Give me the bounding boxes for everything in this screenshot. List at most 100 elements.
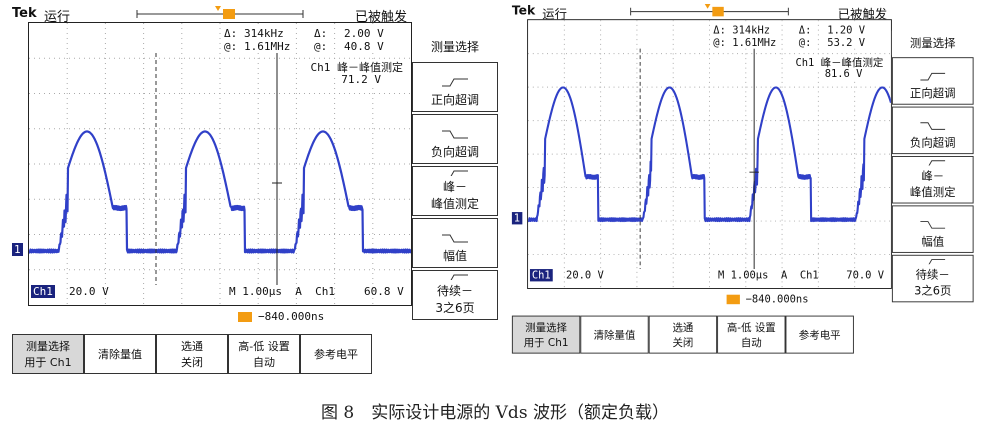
trigger-state: 已被触发 [355, 10, 408, 25]
horizontal-offset: −840.000ns [258, 310, 325, 323]
record-window [712, 6, 724, 17]
cursor-readout: @: [224, 40, 238, 53]
menu-icon [920, 221, 946, 229]
screen: Δ: 314kHz Δ: 1.20 V @: 1.61MHz @: 53.2 V Ch1 峰－峰… [527, 19, 892, 289]
brand: Tek [12, 6, 37, 21]
button-text: 高-低 设置 [238, 340, 290, 353]
menu-text: 负向超调 [909, 136, 956, 150]
cursor-readout: 2.00 V [344, 27, 384, 40]
menu-icon [450, 274, 468, 280]
cursor-readout: @: [314, 40, 328, 53]
menu-glyph [920, 122, 946, 130]
run-status: 运行 [44, 10, 71, 25]
menu-text: 3之6页 [435, 301, 475, 315]
bottom-button[interactable]: 清除量值 [580, 315, 649, 354]
trigger-arrow [704, 4, 711, 9]
channel-label: Ch1 [31, 285, 55, 298]
cursor-readout: 1.20 V [827, 23, 866, 37]
menu-icon [442, 78, 468, 87]
cursor-readout: 1.61MHz [244, 40, 291, 53]
measurement-value: 81.6 V [824, 67, 863, 80]
menu-item[interactable]: 正向超调 [412, 62, 498, 112]
bottom-button[interactable]: 参考电平 [785, 315, 854, 354]
button-text: 参考电平 [314, 348, 358, 361]
figure-caption: 图 8 实际设计电源的 Vds 波形（额定负载） [321, 403, 669, 423]
timebase: M 1.00µs A Ch1 [718, 269, 819, 282]
menu-icon [920, 122, 946, 130]
button-text: 参考电平 [798, 328, 841, 342]
bottom-button[interactable]: 高-低 设置 自动 [717, 315, 786, 354]
bottom-button[interactable]: 测量选择 用于 Ch1 [12, 334, 84, 374]
cursor-readout: Δ: [713, 23, 726, 37]
menu-title: 测量选择 [412, 34, 498, 60]
menu-glyph [442, 130, 468, 139]
menu-glyph [920, 72, 946, 81]
bottom-button[interactable]: 选通 关闭 [156, 334, 228, 374]
menu-text: 正向超调 [430, 93, 479, 107]
cursor-readout: Δ: [798, 23, 812, 37]
menu-item[interactable]: 幅值 [891, 205, 974, 253]
menu-item[interactable]: 待续－ 3之6页 [412, 270, 498, 320]
menu-icon [450, 170, 468, 176]
bottom-button[interactable]: 参考电平 [300, 334, 372, 374]
ground-marker: 1 [511, 212, 522, 225]
menu-item[interactable]: 负向超调 [891, 106, 974, 155]
menu-icon [928, 160, 946, 166]
cursor-readout: 1.61MHz [732, 36, 777, 49]
ground-marker: 1 [12, 243, 23, 256]
menu-item[interactable]: 幅值 [412, 218, 498, 268]
cursor-readout: 53.2 V [827, 36, 866, 49]
measurement-value: 71.2 V [341, 73, 381, 86]
button-text: 关闭 [181, 356, 203, 369]
run-status: 运行 [542, 7, 568, 23]
button-text: 测量选择 [525, 321, 567, 334]
timebase: M 1.00µs A Ch1 [229, 285, 335, 298]
menu-title: 测量选择 [891, 30, 974, 56]
cursor-readout: 314kHz [732, 23, 771, 37]
menu-glyph [442, 234, 468, 243]
offset-icon [726, 294, 740, 305]
bottom-button[interactable]: 清除量值 [84, 334, 156, 374]
menu-item[interactable]: 待续－ 3之6页 [891, 254, 974, 303]
menu-item[interactable]: 峰－ 峰值测定 [891, 156, 974, 204]
menu-glyph [928, 160, 946, 166]
cursor-readout: 40.8 V [344, 40, 384, 53]
trigger-level: 70.0 V [846, 269, 885, 282]
trigger-state: 已被触发 [837, 7, 888, 23]
record-bar [136, 6, 304, 19]
menu-item[interactable]: 负向超调 [412, 114, 498, 164]
menu-glyph [928, 259, 946, 265]
bottom-button[interactable]: 选通 关闭 [648, 315, 718, 354]
screen: Δ: 314kHz Δ: 2.00 V @: 1.61MHz @: 40.8 V Ch1 峰－峰… [28, 22, 412, 306]
menu-text: 3之6页 [914, 284, 952, 298]
bottom-button[interactable]: 测量选择 用于 Ch1 [511, 315, 581, 354]
menu-glyph [442, 78, 468, 87]
channel-scale: 20.0 V [566, 269, 604, 282]
cursor-readout: @: [798, 36, 812, 49]
menu-glyph [450, 274, 468, 280]
bottom-button[interactable]: 高-低 设置 自动 [228, 334, 300, 374]
menu-item[interactable]: 峰－ 峰值测定 [412, 166, 498, 216]
menu-glyph [450, 170, 468, 176]
button-text: 清除量值 [98, 348, 142, 361]
record-bracket [630, 7, 789, 16]
menu-text: 幅值 [921, 234, 945, 249]
waveform [29, 130, 411, 254]
trigger-arrow [215, 6, 221, 11]
channel-label: Ch1 [529, 269, 553, 282]
oscilloscope: Tek 运行 已被触发 Δ: 314kHz Δ: 2.00 V @: 1.61MHz @: 40.8… [10, 6, 500, 378]
channel-scale: 20.0 V [69, 285, 109, 298]
button-text: 选通 [672, 321, 694, 334]
button-text: 自动 [740, 336, 762, 349]
menu-item[interactable]: 正向超调 [891, 57, 974, 105]
record-bracket [136, 10, 304, 18]
waveform [528, 86, 891, 223]
cursor-readout: Δ: [314, 27, 328, 40]
graticule [29, 23, 411, 305]
oscilloscope: Tek 运行 已被触发 Δ: 314kHz Δ: 1.20 V @: 1.61MHz @: 53.2… [510, 4, 976, 357]
button-text: 关闭 [672, 336, 694, 349]
menu-icon [920, 72, 946, 81]
menu-text: 峰－ [921, 169, 945, 183]
record-window [223, 9, 235, 19]
